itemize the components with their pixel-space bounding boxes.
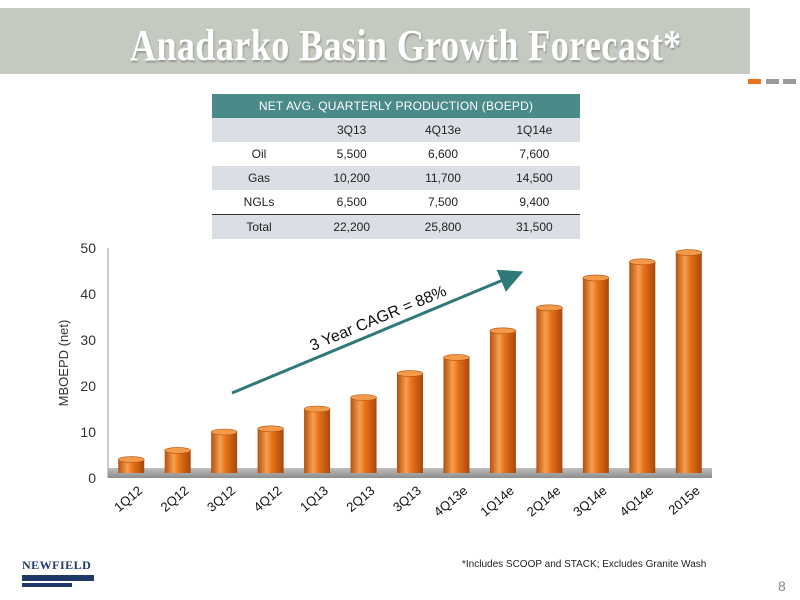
- footnote: *Includes SCOOP and STACK; Excludes Gran…: [462, 559, 707, 570]
- table-cell: 10,200: [306, 166, 398, 190]
- table-cell: 14,500: [488, 166, 580, 190]
- bar-2Q14e: [536, 304, 563, 473]
- table-header-row: 3Q13 4Q13e 1Q14e: [212, 118, 580, 142]
- bar-3Q14e: [582, 274, 610, 473]
- accent-square-gray-1: [766, 79, 779, 84]
- y-axis-label: MBOEPD (net): [56, 320, 71, 407]
- table-cell: 6,600: [397, 142, 489, 166]
- bar-4Q14e: [629, 258, 656, 473]
- production-bar-chart: 0 10 20 30 40 50 MBOEPD (net) 1Q12 2Q12 3Q12 4Q12 1…: [56, 240, 712, 520]
- x-tick-label: 2Q12: [158, 483, 192, 515]
- y-tick-label: 10: [80, 424, 96, 440]
- x-tick-label: 1Q13: [297, 483, 331, 515]
- table-cell: 7,600: [488, 142, 580, 166]
- table-cell: 9,400: [488, 190, 580, 215]
- bar-2015e: [675, 249, 703, 473]
- x-tick-label: 2Q14e: [524, 483, 564, 520]
- x-tick-label: 3Q13: [390, 483, 424, 515]
- table-cell: 22,200: [306, 214, 398, 239]
- cagr-annotation: 3 Year CAGR = 88%: [307, 283, 449, 355]
- row-label: Total: [212, 214, 306, 239]
- table-cell: 7,500: [397, 190, 489, 215]
- title-bar: Anadarko Basin Growth Forecast*: [0, 8, 750, 74]
- table-col-header: 4Q13e: [397, 118, 489, 142]
- bar-4Q13e: [443, 354, 470, 473]
- bar-4Q12: [257, 425, 284, 473]
- x-tick-label: 4Q12: [251, 483, 285, 515]
- table-row: Gas 10,200 11,700 14,500: [212, 166, 580, 190]
- production-table: NET AVG. QUARTERLY PRODUCTION (BOEPD) 3Q…: [212, 94, 580, 239]
- bar-1Q12: [117, 456, 145, 473]
- y-tick-label: 50: [80, 240, 96, 256]
- x-tick-label: 3Q14e: [570, 483, 610, 520]
- table-corner: [212, 118, 306, 142]
- y-tick-label: 30: [80, 332, 96, 348]
- logo-bar: [22, 575, 94, 581]
- row-label: NGLs: [212, 190, 306, 215]
- x-tick-label: 1Q14e: [477, 483, 517, 520]
- table-col-header: 3Q13: [306, 118, 398, 142]
- newfield-logo: NEWFIELD: [22, 558, 94, 587]
- accent-square-gray-2: [783, 79, 796, 84]
- bar-3Q12: [210, 428, 238, 473]
- table-cell: 31,500: [488, 214, 580, 239]
- bar-1Q13: [303, 405, 331, 473]
- logo-text: NEWFIELD: [22, 558, 92, 572]
- x-tick-label: 4Q13e: [431, 483, 471, 520]
- table-total-row: Total 22,200 25,800 31,500: [212, 214, 580, 239]
- table-col-header: 1Q14e: [488, 118, 580, 142]
- bar-1Q14e: [489, 327, 517, 473]
- table-cell: 6,500: [306, 190, 398, 215]
- table-row: Oil 5,500 6,600 7,600: [212, 142, 580, 166]
- x-tick-label: 2015e: [665, 483, 702, 518]
- table-cell: 25,800: [397, 214, 489, 239]
- row-label: Oil: [212, 142, 306, 166]
- x-tick-label: 4Q14e: [617, 483, 657, 520]
- x-tick-label: 1Q12: [111, 483, 145, 515]
- slide-title: Anadarko Basin Growth Forecast*: [130, 21, 682, 70]
- accent-square-orange: [748, 79, 761, 84]
- page-number: 8: [778, 578, 786, 594]
- bar-2Q12: [164, 447, 191, 473]
- bar-3Q13: [396, 370, 424, 473]
- table-cell: 5,500: [306, 142, 398, 166]
- y-tick-label: 40: [80, 286, 96, 302]
- y-tick-label: 0: [88, 470, 96, 486]
- y-tick-label: 20: [80, 378, 96, 394]
- row-label: Gas: [212, 166, 306, 190]
- logo-bar-small: [22, 583, 73, 587]
- table-row: NGLs 6,500 7,500 9,400: [212, 190, 580, 215]
- table-cell: 11,700: [397, 166, 489, 190]
- bar-2Q13: [350, 394, 377, 473]
- table-title: NET AVG. QUARTERLY PRODUCTION (BOEPD): [212, 94, 580, 118]
- x-tick-label: 2Q13: [343, 483, 377, 515]
- x-tick-label: 3Q12: [204, 483, 238, 515]
- growth-arrow: [231, 269, 524, 395]
